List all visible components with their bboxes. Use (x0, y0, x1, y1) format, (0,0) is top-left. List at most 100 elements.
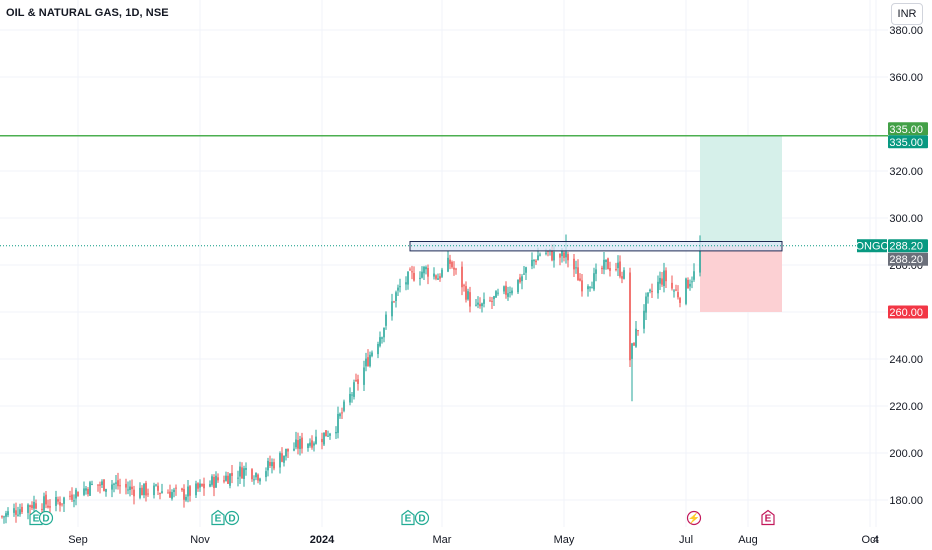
event-marker-letter: ⚡ (688, 512, 700, 525)
candle-body (341, 412, 343, 414)
candle-body (365, 358, 367, 367)
candle-body (7, 511, 9, 516)
candle-body (129, 486, 131, 490)
candle-body (503, 286, 505, 292)
candle-body (231, 472, 233, 476)
candle-body (111, 484, 113, 490)
candle-body (451, 261, 453, 268)
candle-body (269, 462, 271, 466)
currency-button[interactable]: INR (891, 3, 923, 25)
candle-body (677, 292, 679, 298)
candle-body (87, 489, 89, 495)
candle-body (437, 278, 439, 280)
dividend-icon[interactable]: D (224, 510, 240, 526)
candle-body (601, 267, 603, 270)
x-tick-label: Jul (679, 534, 693, 546)
drawing-overlays[interactable] (0, 135, 888, 252)
candle-body (217, 477, 219, 481)
candle-body (201, 484, 203, 486)
candle-body (271, 462, 273, 467)
candle-body (605, 259, 607, 263)
candle-body (251, 469, 253, 480)
dividend-icon[interactable]: D (38, 510, 54, 526)
candle-body (425, 267, 427, 270)
candle-body (449, 259, 451, 264)
candle-body (579, 278, 581, 281)
candle-body (521, 276, 523, 282)
candle-body (581, 280, 583, 292)
dividend-icon[interactable]: D (414, 510, 430, 526)
candle-body (631, 343, 633, 359)
candle-body (267, 460, 269, 471)
candle-body (119, 485, 121, 487)
candle-body (203, 483, 205, 489)
event-marker-letter: D (418, 514, 425, 525)
candle-body (469, 292, 471, 307)
resistance-rectangle (409, 241, 783, 252)
candle-body (297, 440, 299, 449)
candle-body (539, 254, 541, 256)
candle-body (33, 501, 35, 509)
candle-body (99, 484, 101, 486)
candle-body (559, 254, 561, 258)
candle-body (329, 433, 331, 436)
candle-body (17, 514, 19, 516)
candle-body (101, 481, 103, 486)
candle-body (635, 328, 637, 347)
chart-title: OIL & NATURAL GAS, 1D, NSE (6, 7, 169, 19)
candle-body (59, 502, 61, 506)
candle-body (663, 270, 665, 287)
earnings-icon[interactable]: E (401, 509, 415, 526)
candle-body (77, 491, 79, 497)
candle-body (623, 270, 625, 279)
candle-body (643, 310, 645, 329)
candle-body (517, 279, 519, 293)
candle-body (225, 475, 227, 481)
x-tick-label: Nov (190, 534, 210, 546)
candle-body (407, 271, 409, 285)
candle-body (75, 489, 77, 499)
candle-body (215, 475, 217, 488)
candle-body (509, 292, 511, 294)
candle-body (185, 496, 187, 501)
candle-body (213, 477, 215, 489)
candle-body (699, 245, 701, 273)
candle-body (413, 272, 415, 281)
candle-body (339, 413, 341, 417)
x-tick-label: 2024 (310, 534, 335, 546)
candle-body (227, 475, 229, 484)
dividend-marker (38, 510, 54, 526)
candle-body (181, 488, 183, 491)
loss-zone (700, 245, 782, 312)
y-tick-label: 360.00 (889, 72, 923, 84)
candle-body (299, 438, 301, 450)
candle-body (405, 282, 407, 285)
candle-body (563, 252, 565, 258)
earnings-icon[interactable]: E (761, 509, 775, 526)
candle-body (327, 435, 329, 437)
x-tick-label: Aug (738, 534, 758, 546)
candle-body (673, 290, 675, 292)
earnings-icon[interactable]: E (211, 509, 225, 526)
candle-body (335, 431, 337, 434)
candle-body (63, 497, 65, 504)
candle-body (629, 272, 631, 361)
event-markers[interactable]: E D E D E D ⚡ E (29, 509, 775, 526)
y-tick-label: 200.00 (889, 448, 923, 460)
candle-body (255, 472, 257, 478)
candle-body (43, 496, 45, 511)
candle-body (433, 273, 435, 277)
candle-body (659, 277, 661, 284)
candle-body (495, 291, 497, 298)
candle-body (139, 487, 141, 498)
candle-body (647, 292, 649, 297)
profit-zone (700, 135, 782, 246)
candle-body (71, 494, 73, 500)
target-price-tag-text: 335.00 (889, 124, 923, 136)
split-event-icon[interactable]: ⚡ (686, 510, 702, 526)
candle-body (619, 261, 621, 277)
